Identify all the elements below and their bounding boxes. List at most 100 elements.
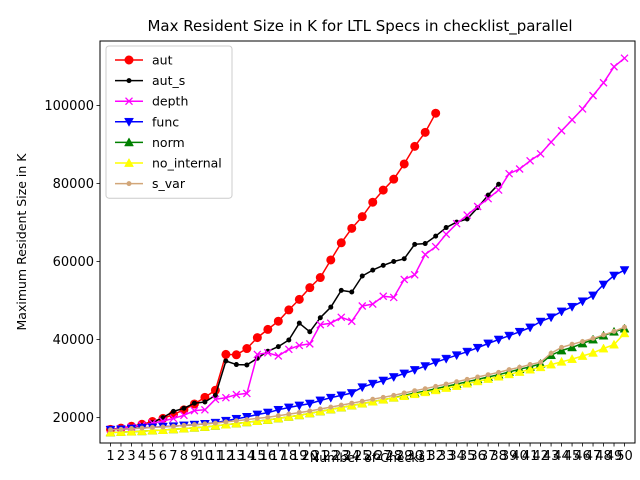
- data-point: [493, 371, 504, 381]
- data-point: [378, 185, 388, 195]
- data-point: [294, 294, 304, 304]
- data-point: [305, 339, 314, 348]
- data-point: [493, 335, 504, 345]
- x-tick-label: 41: [522, 449, 539, 464]
- data-point: [399, 391, 410, 401]
- series-layer: [105, 54, 630, 437]
- x-tick-label: 25: [354, 449, 371, 464]
- x-tick-label: 18: [281, 449, 298, 464]
- data-point: [158, 425, 168, 434]
- data-point: [358, 302, 367, 310]
- data-point: [598, 343, 609, 353]
- data-point: [315, 396, 326, 406]
- data-point: [462, 347, 473, 357]
- data-point: [283, 403, 294, 413]
- data-point: [556, 307, 567, 317]
- legend-entry-func: func: [115, 114, 179, 129]
- data-point: [611, 328, 617, 334]
- data-point: [147, 425, 158, 435]
- x-tick-label: 32: [427, 449, 444, 464]
- data-point: [200, 405, 209, 414]
- legend-entry-aut_s: aut_s: [115, 73, 185, 88]
- data-point: [265, 414, 271, 420]
- data-point: [347, 317, 356, 326]
- data-point: [451, 381, 462, 390]
- data-point: [212, 420, 218, 426]
- data-point: [517, 364, 523, 370]
- series-aut_s: [107, 181, 502, 432]
- data-point: [307, 408, 313, 414]
- data-point: [275, 344, 281, 350]
- data-point: [305, 283, 315, 293]
- data-point: [273, 405, 284, 415]
- chart-title: Max Resident Size in K for LTL Specs in …: [147, 17, 572, 36]
- legend-entry-depth: depth: [115, 94, 188, 109]
- x-tick-label: 50: [616, 449, 633, 464]
- x-tick-label: 45: [564, 449, 581, 464]
- y-axis: 20000 40000 60000 80000 100000: [44, 99, 100, 426]
- data-point: [325, 393, 336, 403]
- legend-box: [105, 45, 233, 199]
- data-point: [610, 62, 618, 71]
- legend-label: aut: [152, 53, 173, 68]
- data-point: [252, 410, 263, 420]
- data-point: [286, 337, 292, 343]
- x-tick-label: 35: [459, 449, 476, 464]
- legend-entry-s_var: s_var: [115, 176, 186, 191]
- data-point: [535, 317, 546, 327]
- data-point: [619, 328, 630, 338]
- data-point: [126, 426, 137, 436]
- data-point: [296, 410, 302, 416]
- data-point: [609, 271, 619, 281]
- data-point: [284, 305, 294, 315]
- data-point: [430, 358, 441, 368]
- series-depth: [106, 54, 629, 434]
- legend-label: norm: [152, 135, 185, 150]
- y-tick-label: 60000: [53, 255, 94, 270]
- data-point: [590, 335, 596, 341]
- data-point: [609, 339, 619, 349]
- plot-frame: [99, 40, 636, 444]
- data-point: [128, 426, 134, 432]
- data-point: [483, 373, 494, 383]
- legend-marker: [124, 137, 134, 147]
- data-point: [514, 327, 525, 337]
- data-point: [472, 376, 483, 386]
- data-point: [433, 233, 439, 239]
- data-point: [191, 422, 197, 428]
- data-point: [254, 415, 260, 421]
- data-point: [504, 369, 515, 379]
- data-point: [307, 329, 313, 335]
- legend-marker: [124, 55, 134, 65]
- y-tick-label: 80000: [53, 177, 94, 192]
- data-point: [244, 417, 250, 423]
- x-tick-label: 23: [333, 449, 350, 464]
- data-point: [494, 186, 503, 195]
- x-tick-label: 28: [385, 449, 402, 464]
- data-point: [401, 256, 407, 262]
- data-point: [244, 362, 250, 368]
- data-point: [274, 352, 283, 360]
- data-point: [388, 373, 399, 383]
- data-point: [212, 392, 218, 398]
- data-point: [378, 376, 389, 386]
- data-point: [504, 331, 515, 341]
- data-point: [275, 413, 281, 419]
- x-tick-label: 24: [343, 449, 360, 464]
- x-tick-label: 10: [197, 449, 214, 464]
- data-point: [357, 212, 367, 222]
- data-point: [422, 241, 428, 247]
- data-point: [589, 91, 597, 100]
- data-point: [137, 426, 147, 436]
- x-tick-label: 15: [249, 449, 266, 464]
- data-point: [357, 383, 368, 393]
- data-point: [370, 396, 376, 402]
- data-point: [380, 262, 386, 268]
- data-point: [483, 339, 494, 349]
- data-point: [420, 387, 431, 397]
- data-point: [412, 241, 418, 247]
- data-point: [546, 313, 557, 323]
